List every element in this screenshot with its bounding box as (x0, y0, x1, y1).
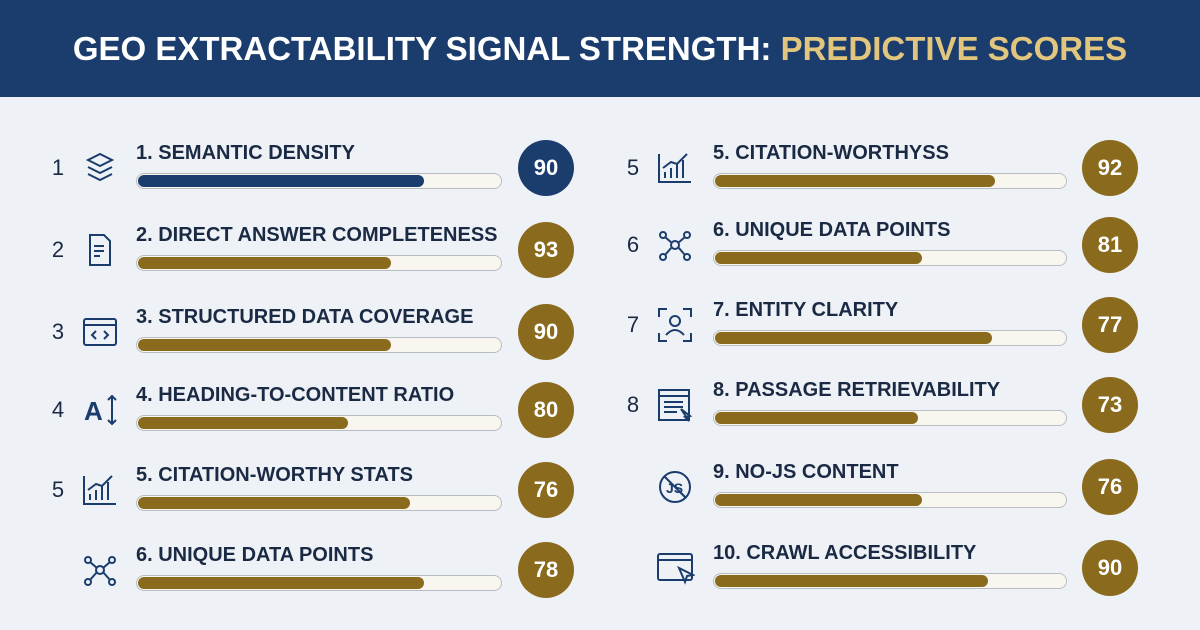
row-index: 4 (51, 397, 65, 422)
bar-fill (138, 257, 392, 269)
row-index: 6 (626, 232, 640, 257)
row-label: 3. STRUCTURED DATA COVERAGE (136, 306, 474, 328)
row-index: 7 (626, 312, 640, 337)
score-badge: 90 (518, 304, 574, 360)
icon (89, 234, 111, 266)
row-index: 1 (51, 155, 65, 180)
bar-track (713, 330, 1067, 346)
row-index: 3 (51, 319, 65, 344)
bar-fill (715, 494, 922, 506)
icon: A (84, 394, 117, 426)
bar-track (136, 495, 502, 511)
score-badge: 77 (1082, 297, 1138, 353)
icon (83, 318, 117, 346)
score-badge: 90 (518, 140, 574, 196)
icon (84, 556, 116, 586)
svg-text:A: A (84, 396, 103, 426)
bar-fill (715, 575, 988, 587)
icon (658, 389, 693, 422)
row-label: 5. CITATION-WORTHY STATS (136, 464, 414, 486)
score-badge: 76 (518, 462, 574, 518)
row-label: 9. NO-JS CONTENT (713, 461, 899, 483)
score-badge: 92 (1082, 140, 1138, 196)
row-index: 2 (51, 237, 65, 262)
header: GEO EXTRACTABILITY SIGNAL STRENGTH: PRED… (0, 0, 1200, 97)
row-index: 5 (626, 155, 640, 180)
bar-fill (715, 252, 922, 264)
row-label: 5. CITATION-WORTHYSS (713, 142, 949, 164)
bar-track (713, 492, 1067, 508)
row-label: 8. PASSAGE RETRIEVABILITY (713, 379, 1001, 401)
row-label: 1. SEMANTIC DENSITY (136, 142, 355, 164)
bar-fill (138, 577, 424, 589)
bar-fill (715, 332, 992, 344)
bar-track (713, 173, 1067, 189)
bar-track (136, 337, 502, 353)
bar-track (713, 410, 1067, 426)
bar-track (136, 255, 502, 271)
bar-fill (138, 339, 392, 351)
icon (659, 231, 691, 261)
title: GEO EXTRACTABILITY SIGNAL STRENGTH: (72, 29, 781, 67)
title-highlight: PREDICTIVE SCORES (780, 29, 1128, 67)
bar-track (713, 573, 1067, 589)
svg-text:JS: JS (666, 480, 683, 496)
row-label: 4. HEADING-TO-CONTENT RATIO (136, 384, 455, 406)
bar-track (136, 575, 502, 591)
bar-track (713, 250, 1067, 266)
icon (658, 308, 692, 342)
score-badge: 81 (1082, 217, 1138, 273)
row-index: 5 (51, 477, 65, 502)
bar-fill (138, 175, 424, 187)
row-label: 7. ENTITY CLARITY (713, 299, 899, 321)
icon (83, 475, 116, 505)
bar-fill (715, 175, 995, 187)
icon (85, 152, 115, 182)
score-badge: 80 (518, 382, 574, 438)
bar-fill (715, 412, 918, 424)
score-badge: 76 (1082, 459, 1138, 515)
score-badge: 73 (1082, 377, 1138, 433)
score-badge: 93 (518, 222, 574, 278)
icon: JS (659, 471, 691, 503)
bar-fill (138, 497, 410, 509)
row-index: 8 (626, 392, 640, 417)
score-badge: 90 (1082, 540, 1138, 596)
row-label: 10. CRAWL ACCESSIBILITY (713, 542, 977, 564)
row-label: 6. UNIQUE DATA POINTS (136, 544, 374, 566)
row-label: 6. UNIQUE DATA POINTS (713, 219, 951, 241)
bar-track (136, 415, 502, 431)
score-badge: 78 (518, 542, 574, 598)
bar-track (136, 173, 502, 189)
icon (658, 153, 691, 183)
bar-fill (138, 417, 348, 429)
icon (657, 553, 695, 585)
row-label: 2. DIRECT ANSWER COMPLETENESS (136, 224, 498, 246)
